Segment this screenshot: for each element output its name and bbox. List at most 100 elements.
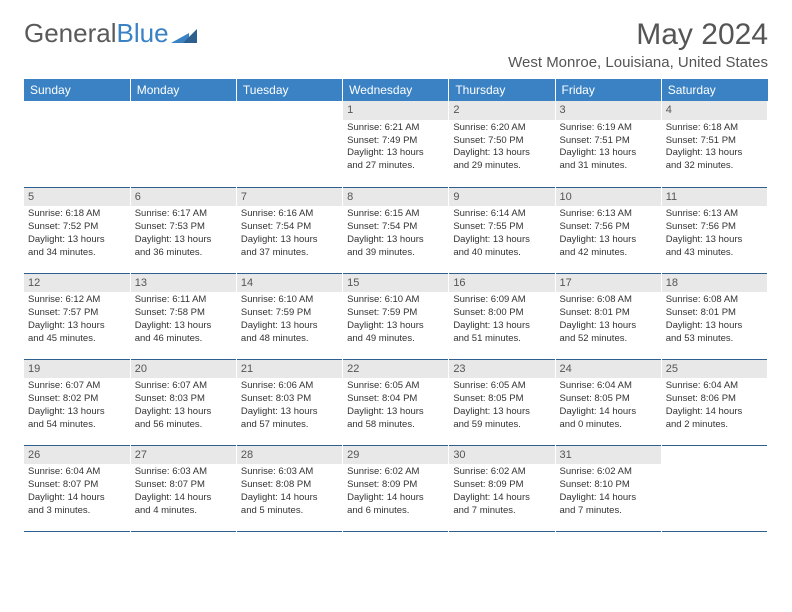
sunset-line: Sunset: 8:09 PM (453, 479, 550, 492)
calendar-cell: 20Sunrise: 6:07 AMSunset: 8:03 PMDayligh… (130, 359, 236, 445)
day-number: 30 (449, 446, 554, 465)
sunset-line: Sunset: 8:04 PM (347, 393, 444, 406)
daylight-line-2: and 6 minutes. (347, 505, 444, 518)
daylight-line-2: and 27 minutes. (347, 160, 444, 173)
day-number: 13 (131, 274, 236, 293)
day-number: 12 (24, 274, 130, 293)
logo-icon (171, 25, 197, 43)
sunrise-line: Sunrise: 6:14 AM (453, 208, 550, 221)
day-number: 10 (556, 188, 661, 207)
daylight-line-1: Daylight: 13 hours (241, 320, 338, 333)
sunrise-line: Sunrise: 6:11 AM (135, 294, 232, 307)
daylight-line-1: Daylight: 14 hours (241, 492, 338, 505)
daylight-line-2: and 54 minutes. (28, 419, 126, 432)
calendar-cell: 4Sunrise: 6:18 AMSunset: 7:51 PMDaylight… (661, 101, 767, 187)
daylight-line-1: Daylight: 13 hours (241, 234, 338, 247)
calendar-cell: 2Sunrise: 6:20 AMSunset: 7:50 PMDaylight… (449, 101, 555, 187)
daylight-line-1: Daylight: 13 hours (347, 406, 444, 419)
daylight-line-1: Daylight: 13 hours (666, 147, 763, 160)
daylight-line-1: Daylight: 13 hours (666, 320, 763, 333)
day-number: 18 (662, 274, 767, 293)
weekday-header: Thursday (449, 79, 555, 101)
calendar-cell: 30Sunrise: 6:02 AMSunset: 8:09 PMDayligh… (449, 445, 555, 531)
calendar-table: SundayMondayTuesdayWednesdayThursdayFrid… (24, 79, 768, 532)
daylight-line-1: Daylight: 13 hours (347, 320, 444, 333)
logo-text-1: General (24, 18, 117, 49)
sunset-line: Sunset: 8:02 PM (28, 393, 126, 406)
calendar-cell: 13Sunrise: 6:11 AMSunset: 7:58 PMDayligh… (130, 273, 236, 359)
calendar-cell: 29Sunrise: 6:02 AMSunset: 8:09 PMDayligh… (343, 445, 449, 531)
daylight-line-2: and 43 minutes. (666, 247, 763, 260)
weekday-header: Friday (555, 79, 661, 101)
sunrise-line: Sunrise: 6:15 AM (347, 208, 444, 221)
sunrise-line: Sunrise: 6:04 AM (666, 380, 763, 393)
sunset-line: Sunset: 8:00 PM (453, 307, 550, 320)
daylight-line-2: and 4 minutes. (135, 505, 232, 518)
daylight-line-2: and 48 minutes. (241, 333, 338, 346)
calendar-cell: 12Sunrise: 6:12 AMSunset: 7:57 PMDayligh… (24, 273, 130, 359)
day-number: 28 (237, 446, 342, 465)
daylight-line-2: and 31 minutes. (560, 160, 657, 173)
sunset-line: Sunset: 7:49 PM (347, 135, 444, 148)
daylight-line-2: and 52 minutes. (560, 333, 657, 346)
day-number: 31 (556, 446, 661, 465)
calendar-row: 26Sunrise: 6:04 AMSunset: 8:07 PMDayligh… (24, 445, 768, 531)
sunset-line: Sunset: 8:05 PM (560, 393, 657, 406)
day-number: 8 (343, 188, 448, 207)
daylight-line-2: and 57 minutes. (241, 419, 338, 432)
sunrise-line: Sunrise: 6:03 AM (241, 466, 338, 479)
calendar-cell: 15Sunrise: 6:10 AMSunset: 7:59 PMDayligh… (343, 273, 449, 359)
daylight-line-2: and 45 minutes. (28, 333, 126, 346)
daylight-line-1: Daylight: 14 hours (666, 406, 763, 419)
day-number: 3 (556, 101, 661, 120)
daylight-line-1: Daylight: 13 hours (453, 320, 550, 333)
daylight-line-2: and 7 minutes. (453, 505, 550, 518)
day-number: 5 (24, 188, 130, 207)
sunrise-line: Sunrise: 6:04 AM (560, 380, 657, 393)
calendar-cell: 7Sunrise: 6:16 AMSunset: 7:54 PMDaylight… (236, 187, 342, 273)
calendar-cell: 28Sunrise: 6:03 AMSunset: 8:08 PMDayligh… (236, 445, 342, 531)
daylight-line-2: and 32 minutes. (666, 160, 763, 173)
daylight-line-1: Daylight: 14 hours (28, 492, 126, 505)
sunset-line: Sunset: 7:59 PM (241, 307, 338, 320)
sunrise-line: Sunrise: 6:10 AM (241, 294, 338, 307)
day-number: 16 (449, 274, 554, 293)
sunrise-line: Sunrise: 6:08 AM (666, 294, 763, 307)
calendar-cell: 8Sunrise: 6:15 AMSunset: 7:54 PMDaylight… (343, 187, 449, 273)
daylight-line-2: and 3 minutes. (28, 505, 126, 518)
day-number: 6 (131, 188, 236, 207)
daylight-line-1: Daylight: 14 hours (347, 492, 444, 505)
sunset-line: Sunset: 7:55 PM (453, 221, 550, 234)
day-number: 24 (556, 360, 661, 379)
sunset-line: Sunset: 8:07 PM (135, 479, 232, 492)
daylight-line-2: and 2 minutes. (666, 419, 763, 432)
daylight-line-1: Daylight: 13 hours (135, 406, 232, 419)
sunrise-line: Sunrise: 6:13 AM (560, 208, 657, 221)
sunset-line: Sunset: 8:10 PM (560, 479, 657, 492)
daylight-line-2: and 39 minutes. (347, 247, 444, 260)
daylight-line-2: and 29 minutes. (453, 160, 550, 173)
sunset-line: Sunset: 7:52 PM (28, 221, 126, 234)
calendar-cell (236, 101, 342, 187)
daylight-line-1: Daylight: 13 hours (347, 147, 444, 160)
sunrise-line: Sunrise: 6:07 AM (135, 380, 232, 393)
sunrise-line: Sunrise: 6:07 AM (28, 380, 126, 393)
daylight-line-1: Daylight: 14 hours (560, 406, 657, 419)
sunset-line: Sunset: 7:51 PM (666, 135, 763, 148)
sunrise-line: Sunrise: 6:05 AM (347, 380, 444, 393)
calendar-cell: 26Sunrise: 6:04 AMSunset: 8:07 PMDayligh… (24, 445, 130, 531)
daylight-line-1: Daylight: 13 hours (453, 406, 550, 419)
sunrise-line: Sunrise: 6:10 AM (347, 294, 444, 307)
weekday-header: Tuesday (236, 79, 342, 101)
daylight-line-1: Daylight: 13 hours (666, 234, 763, 247)
sunrise-line: Sunrise: 6:02 AM (453, 466, 550, 479)
day-number: 21 (237, 360, 342, 379)
daylight-line-2: and 51 minutes. (453, 333, 550, 346)
day-number: 23 (449, 360, 554, 379)
sunrise-line: Sunrise: 6:05 AM (453, 380, 550, 393)
sunrise-line: Sunrise: 6:09 AM (453, 294, 550, 307)
day-number: 20 (131, 360, 236, 379)
day-number: 1 (343, 101, 448, 120)
sunrise-line: Sunrise: 6:18 AM (666, 122, 763, 135)
day-number: 19 (24, 360, 130, 379)
